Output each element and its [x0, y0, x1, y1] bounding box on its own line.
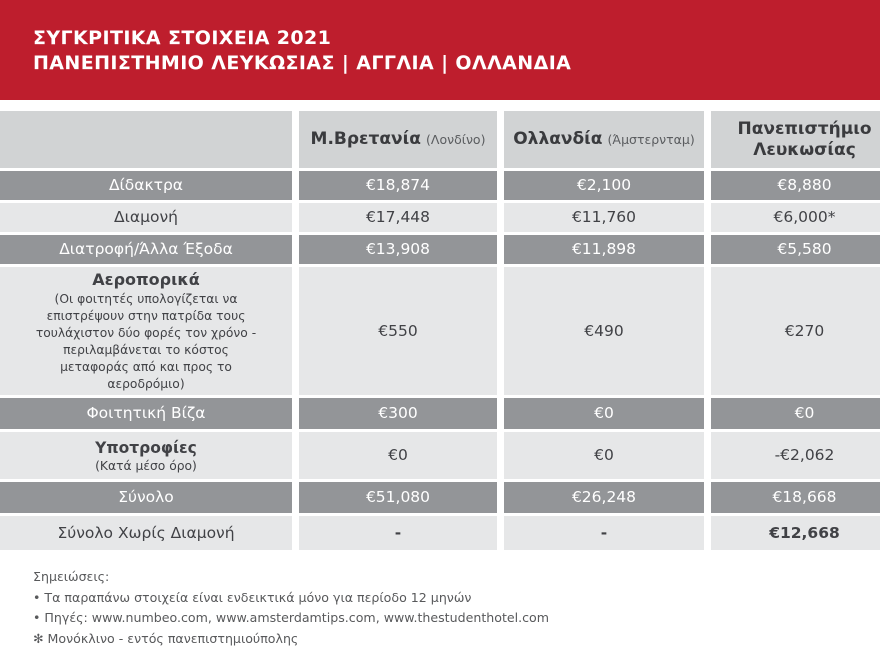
- footnote-item-1: • Τα παραπάνω στοιχεία είναι ενδεικτικά …: [33, 589, 472, 605]
- cell-tuition-uk: €18,874: [299, 171, 497, 200]
- banner-title-line-2: ΠΑΝΕΠΙΣΤΗΜΙΟ ΛΕΥΚΩΣΙΑΣ | ΑΓΓΛΙΑ | ΟΛΛΑΝΔ…: [33, 52, 572, 74]
- table-row: Φοιτητική Βίζα €300 €0 €0: [0, 398, 880, 429]
- header-banner: ΣΥΓΚΡΙΤΙΚΑ ΣΤΟΙΧΕΙΑ 2021 ΠΑΝΕΠΙΣΤΗΜΙΟ ΛΕ…: [0, 0, 880, 100]
- row-label-scholarships-title: Υποτροφίες: [95, 438, 197, 457]
- cell-total-nl: €26,248: [504, 482, 704, 513]
- cell-tuition-cy: €8,880: [711, 171, 880, 200]
- cell-student-visa-nl: €0: [504, 398, 704, 429]
- cell-accommodation-cy: €6,000*: [711, 203, 880, 232]
- header-cell-nl: Ολλανδία (Άμστερνταμ): [504, 111, 704, 168]
- header-nl-subtitle: (Άμστερνταμ): [607, 132, 695, 147]
- cell-total-uk: €51,080: [299, 482, 497, 513]
- row-label-airfare-title: Αεροπορικά: [92, 269, 200, 289]
- cell-food-other-cy: €5,580: [711, 235, 880, 264]
- table-row: Σύνολο Χωρίς Διαμονή - - €12,668: [0, 516, 880, 550]
- banner-title-line-1: ΣΥΓΚΡΙΤΙΚΑ ΣΤΟΙΧΕΙΑ 2021: [33, 27, 332, 49]
- cell-total-without-accommodation-nl: -: [504, 516, 704, 550]
- cell-total-without-accommodation-cy: €12,668: [711, 516, 880, 550]
- footnote-item-3: ✻ Μονόκλινο - εντός πανεπιστημιούπολης: [33, 630, 299, 646]
- cell-accommodation-nl: €11,760: [504, 203, 704, 232]
- row-label-scholarships-sub: (Κατά μέσο όρο): [95, 458, 197, 473]
- footnotes-section: Σημειώσεις: • Τα παραπάνω στοιχεία είναι…: [0, 553, 880, 649]
- comparison-table: Μ.Βρετανία (Λονδίνο) Ολλανδία (Άμστερντα…: [0, 108, 880, 553]
- cell-student-visa-uk: €300: [299, 398, 497, 429]
- header-uk-subtitle: (Λονδίνο): [426, 132, 486, 147]
- table-row: Σύνολο €51,080 €26,248 €18,668: [0, 482, 880, 513]
- footnote-item-2: • Πηγές: www.numbeo.com, www.amsterdamti…: [33, 610, 550, 625]
- row-label-student-visa: Φοιτητική Βίζα: [0, 398, 292, 429]
- header-cy-title-line2: Λευκωσίας: [753, 139, 856, 160]
- cell-scholarships-uk: €0: [299, 432, 497, 479]
- cell-total-without-accommodation-uk: -: [299, 516, 497, 550]
- cell-student-visa-cy: €0: [711, 398, 880, 429]
- row-label-accommodation: Διαμονή: [0, 203, 292, 232]
- row-label-total: Σύνολο: [0, 482, 292, 513]
- table-row: Δίδακτρα €18,874 €2,100 €8,880: [0, 171, 880, 200]
- table-row: Υποτροφίες (Κατά μέσο όρο) €0 €0 -€2,062: [0, 432, 880, 479]
- cell-food-other-nl: €11,898: [504, 235, 704, 264]
- row-label-total-without-accommodation: Σύνολο Χωρίς Διαμονή: [0, 516, 292, 550]
- cell-accommodation-uk: €17,448: [299, 203, 497, 232]
- table-header-row: Μ.Βρετανία (Λονδίνο) Ολλανδία (Άμστερντα…: [0, 111, 880, 168]
- cell-tuition-nl: €2,100: [504, 171, 704, 200]
- header-cy-title-line1: Πανεπιστήμιο: [737, 118, 872, 139]
- row-label-scholarships: Υποτροφίες (Κατά μέσο όρο): [0, 432, 292, 479]
- table-row: Διαμονή €17,448 €11,760 €6,000*: [0, 203, 880, 232]
- header-nl-title: Ολλανδία: [513, 129, 603, 149]
- cell-scholarships-cy: -€2,062: [711, 432, 880, 479]
- header-uk-title: Μ.Βρετανία: [310, 129, 421, 149]
- header-cell-uk: Μ.Βρετανία (Λονδίνο): [299, 111, 497, 168]
- comparison-table-wrapper: Μ.Βρετανία (Λονδίνο) Ολλανδία (Άμστερντα…: [0, 100, 880, 553]
- table-row: Αεροπορικά (Οι φοιτητές υπολογίζεται να …: [0, 267, 880, 395]
- cell-airfare-nl: €490: [504, 267, 704, 395]
- cell-airfare-uk: €550: [299, 267, 497, 395]
- row-label-airfare: Αεροπορικά (Οι φοιτητές υπολογίζεται να …: [0, 267, 292, 395]
- table-row: Διατροφή/Άλλα Έξοδα €13,908 €11,898 €5,5…: [0, 235, 880, 264]
- cell-total-cy: €18,668: [711, 482, 880, 513]
- cell-scholarships-nl: €0: [504, 432, 704, 479]
- cell-airfare-cy: €270: [711, 267, 880, 395]
- row-label-airfare-note: (Οι φοιτητές υπολογίζεται να επιστρέψουν…: [35, 291, 257, 391]
- header-cell-cy: Πανεπιστήμιο Λευκωσίας: [711, 111, 880, 168]
- cell-food-other-uk: €13,908: [299, 235, 497, 264]
- row-label-food-other: Διατροφή/Άλλα Έξοδα: [0, 235, 292, 264]
- header-cell-blank: [0, 111, 292, 168]
- row-label-tuition: Δίδακτρα: [0, 171, 292, 200]
- footnotes-title: Σημειώσεις:: [33, 569, 110, 584]
